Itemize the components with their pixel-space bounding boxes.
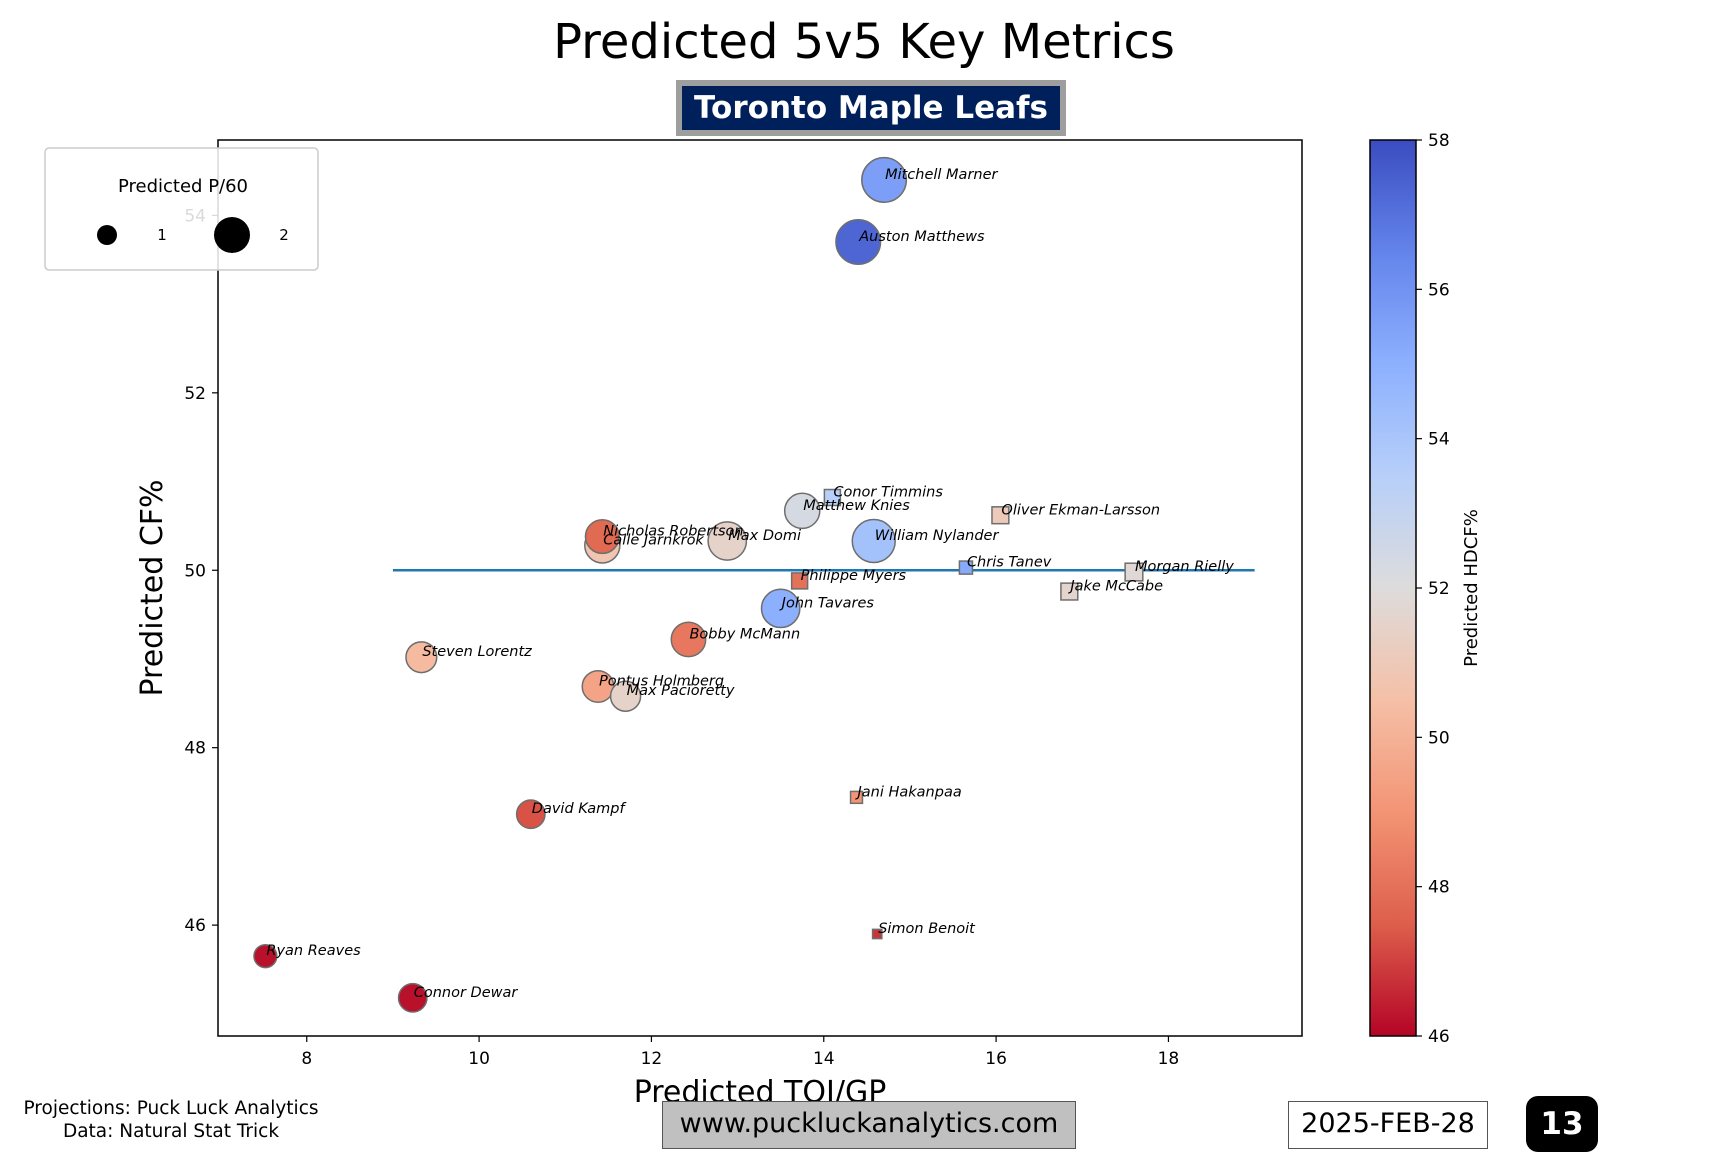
point-label: Morgan Rielly bbox=[1135, 559, 1234, 575]
point-label: Calle Jarnkrok bbox=[603, 532, 704, 548]
point-label: John Tavares bbox=[779, 595, 875, 611]
colorbar-gradient bbox=[1369, 139, 1417, 1037]
point-label: Steven Lorentz bbox=[422, 644, 532, 660]
size-legend-label-small: 1 bbox=[157, 226, 167, 244]
point-label: Jake McCabe bbox=[1067, 579, 1163, 595]
axes-layer: 810121416184648505254 bbox=[184, 206, 1179, 1069]
forward-marker bbox=[609, 680, 642, 712]
colorbar-tick-label: 48 bbox=[1428, 878, 1450, 898]
point-label: Auston Matthews bbox=[858, 229, 985, 245]
point-label: Jani Hakanpaa bbox=[855, 784, 962, 800]
forward-marker bbox=[760, 588, 801, 629]
team-name: Toronto Maple Leafs bbox=[682, 86, 1060, 130]
size-legend-frame bbox=[44, 147, 319, 271]
x-tick-label: 14 bbox=[813, 1049, 835, 1069]
point-label: Nicholas Robertson bbox=[603, 524, 743, 540]
point-label: Simon Benoit bbox=[878, 921, 976, 937]
point-label: Ryan Reaves bbox=[266, 943, 361, 959]
x-tick-label: 10 bbox=[468, 1049, 490, 1069]
defense-marker bbox=[991, 506, 1010, 525]
forward-marker bbox=[253, 944, 278, 969]
x-tick-label: 16 bbox=[985, 1049, 1007, 1069]
point-label: Max Pacioretty bbox=[627, 683, 735, 699]
point-label: Mitchell Marner bbox=[885, 167, 998, 183]
size-legend-marker-small bbox=[97, 225, 117, 245]
defense-marker bbox=[1060, 582, 1079, 601]
colorbar-tick-label: 54 bbox=[1428, 430, 1450, 450]
y-tick-label: 52 bbox=[184, 384, 206, 404]
projections-credit: Projections: Puck Luck Analytics bbox=[23, 1098, 319, 1119]
point-label: Oliver Ekman-Larsson bbox=[1001, 502, 1160, 518]
defense-marker bbox=[849, 790, 864, 805]
defense-marker bbox=[823, 488, 842, 507]
colorbar-ticks: 46 48 50 52 54 56 58 bbox=[1416, 131, 1450, 1047]
team-badge: Toronto Maple Leafs bbox=[676, 80, 1066, 136]
point-label: Matthew Knies bbox=[803, 498, 910, 514]
point-label: Max Domi bbox=[728, 528, 801, 544]
x-tick-label: 12 bbox=[641, 1049, 663, 1069]
colorbar-label: Predicted HDCF% bbox=[1461, 509, 1482, 667]
colorbar-tick-label: 46 bbox=[1428, 1027, 1450, 1047]
point-label: Conor Timmins bbox=[833, 485, 943, 501]
points-layer bbox=[253, 156, 1144, 1013]
page-number-badge: 13 bbox=[1526, 1096, 1598, 1152]
point-label: Bobby McMann bbox=[689, 626, 800, 642]
size-legend-label-large: 2 bbox=[279, 226, 289, 244]
forward-marker bbox=[861, 156, 908, 203]
size-legend: Predicted P/60 1 2 bbox=[44, 147, 319, 271]
colorbar: 46 48 50 52 54 56 58 Predicted HDCF% bbox=[1369, 131, 1482, 1047]
defense-marker bbox=[871, 928, 883, 940]
size-legend-title: Predicted P/60 bbox=[118, 176, 248, 197]
forward-marker bbox=[584, 518, 620, 555]
point-label: Chris Tanev bbox=[967, 555, 1052, 571]
y-axis-label: Predicted CF% bbox=[135, 479, 170, 696]
point-labels-layer: Mitchell Marner Auston Matthews William Ny… bbox=[266, 167, 1234, 1001]
x-tick-label: 8 bbox=[301, 1049, 312, 1069]
plot-area-frame bbox=[217, 139, 1303, 1037]
y-tick-label: 50 bbox=[184, 561, 206, 581]
forward-marker bbox=[707, 521, 748, 561]
forward-marker bbox=[783, 492, 821, 530]
point-label: Philippe Myers bbox=[801, 568, 907, 584]
defense-marker bbox=[1124, 562, 1144, 582]
colorbar-tick-label: 56 bbox=[1428, 280, 1450, 300]
x-tick-label: 18 bbox=[1158, 1049, 1180, 1069]
forward-marker bbox=[670, 621, 707, 658]
data-source-credit: Data: Natural Stat Trick bbox=[62, 1121, 280, 1142]
colorbar-tick-label: 52 bbox=[1428, 579, 1450, 599]
point-label: David Kampf bbox=[532, 801, 627, 817]
point-label: William Nylander bbox=[875, 528, 1000, 544]
point-label: Pontus Holmberg bbox=[599, 673, 724, 689]
colorbar-tick-label: 58 bbox=[1428, 131, 1450, 151]
forward-marker bbox=[397, 982, 428, 1013]
footer-credits: Projections: Puck Luck Analytics Data: N… bbox=[6, 1097, 336, 1143]
point-label: Connor Dewar bbox=[414, 985, 519, 1001]
y-tick-label: 46 bbox=[184, 916, 206, 936]
forward-marker bbox=[515, 799, 546, 830]
forward-marker bbox=[851, 518, 896, 564]
size-legend-marker-large bbox=[214, 217, 250, 253]
chart-title: Predicted 5v5 Key Metrics bbox=[553, 14, 1175, 70]
forward-marker bbox=[835, 218, 882, 266]
forward-marker bbox=[405, 641, 438, 674]
colorbar-tick-label: 50 bbox=[1428, 728, 1450, 748]
defense-marker bbox=[790, 572, 809, 590]
date-box: 2025-FEB-28 bbox=[1288, 1101, 1488, 1149]
website-box: www.puckluckanalytics.com bbox=[662, 1101, 1076, 1149]
y-tick-label: 48 bbox=[184, 739, 206, 759]
defense-marker bbox=[958, 560, 974, 575]
